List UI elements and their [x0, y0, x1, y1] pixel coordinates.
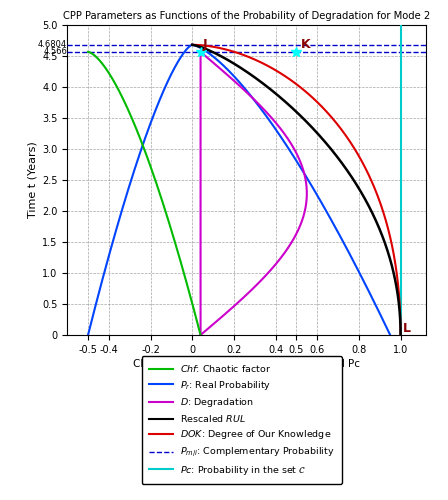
- Text: 4.566: 4.566: [43, 48, 67, 56]
- Text: L: L: [403, 322, 411, 335]
- Y-axis label: Time t (Years): Time t (Years): [28, 142, 38, 218]
- Legend: $\mathit{Chf}$: Chaotic factor, $\mathit{P_r}$: Real Probability, $\mathit{D}$: : $\mathit{Chf}$: Chaotic factor, $\mathit…: [142, 356, 342, 484]
- Text: J: J: [202, 38, 207, 51]
- Text: K: K: [301, 38, 310, 51]
- Title: CPP Parameters as Functions of the Probability of Degradation for Mode 2: CPP Parameters as Functions of the Proba…: [63, 12, 430, 22]
- Text: 4.6804: 4.6804: [38, 40, 67, 50]
- X-axis label: Chf, Pr, D, Rescaled RUL, DOK, Pm/i, and Pc: Chf, Pr, D, Rescaled RUL, DOK, Pm/i, and…: [133, 359, 360, 369]
